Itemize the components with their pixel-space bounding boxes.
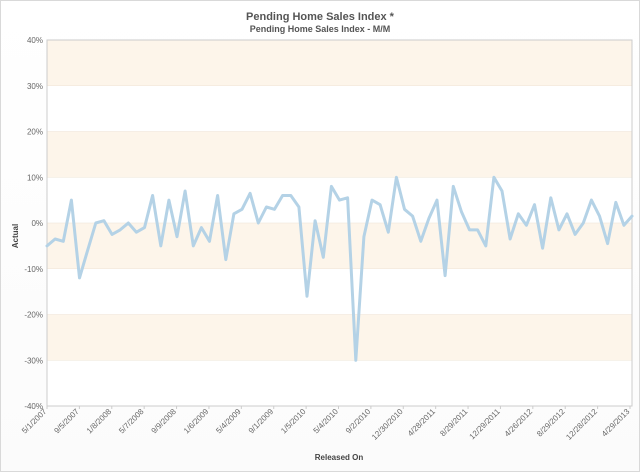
y-tick-label: 20% (27, 128, 43, 137)
y-tick-label: 40% (27, 36, 43, 45)
x-tick-label: 12/28/2012 (564, 407, 599, 442)
grid-bands (46, 39, 633, 407)
y-tick-label: -30% (24, 356, 43, 365)
y-tick-label: 0% (31, 219, 43, 228)
x-tick-label: 4/26/2012 (503, 407, 535, 439)
x-tick-label: 1/6/2009 (182, 407, 211, 436)
x-tick-label: 5/4/2010 (312, 407, 341, 436)
x-tick-label: 1/5/2010 (279, 407, 308, 436)
chart-subtitle: Pending Home Sales Index - M/M (249, 24, 391, 34)
series-line (45, 175, 634, 362)
grid-band (47, 85, 632, 132)
y-tick-label: -10% (24, 265, 43, 274)
x-tick-label: 8/29/2012 (535, 407, 567, 439)
grid-band (47, 40, 632, 86)
x-axis: 5/1/2007 9/5/2007 1/8/2008 5/7/2008 9/9/2008… (20, 406, 632, 442)
y-tick-label: -20% (24, 311, 43, 320)
x-tick-label: 12/30/2010 (370, 407, 405, 442)
x-tick-label: 4/28/2011 (406, 407, 437, 438)
y-tick-label: 30% (27, 82, 43, 91)
x-tick-label: 9/9/2008 (150, 407, 179, 436)
grid-band (47, 314, 632, 361)
x-tick-label: 12/29/2011 (468, 407, 503, 442)
x-axis-title: Released On (315, 453, 364, 462)
y-tick-label: 10% (27, 173, 43, 182)
grid-band (47, 131, 632, 178)
grid-band (47, 360, 632, 406)
data-series (45, 175, 634, 362)
x-tick-label: 9/5/2007 (52, 407, 81, 436)
grid-band (47, 223, 632, 269)
x-tick-label: 5/4/2009 (214, 407, 243, 436)
x-tick-label: 9/2/2010 (344, 407, 373, 436)
plot-area-border (46, 39, 633, 407)
y-axis-title: Actual (11, 224, 20, 248)
grid-band (47, 268, 632, 315)
x-tick-label: 9/1/2009 (247, 407, 276, 436)
y-axis: 40% 30% 20% 10% 0% -10% -20% -30% -40% (24, 36, 43, 411)
chart-title: Pending Home Sales Index * (246, 11, 394, 23)
x-tick-label: 8/29/2011 (438, 407, 469, 438)
x-tick-label: 5/7/2008 (117, 407, 146, 436)
x-tick-label: 4/29/2013 (600, 407, 632, 439)
x-tick-label: 1/8/2008 (85, 407, 114, 436)
y-tick-label: -40% (24, 402, 43, 411)
